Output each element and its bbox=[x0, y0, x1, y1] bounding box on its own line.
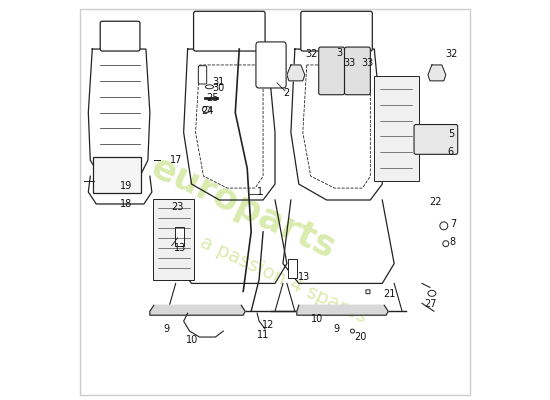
Ellipse shape bbox=[428, 290, 436, 296]
Text: 33: 33 bbox=[361, 58, 374, 68]
Ellipse shape bbox=[202, 106, 211, 112]
Text: 25: 25 bbox=[206, 93, 218, 103]
FancyBboxPatch shape bbox=[199, 66, 207, 84]
Text: 20: 20 bbox=[354, 332, 367, 342]
Polygon shape bbox=[428, 65, 446, 81]
FancyBboxPatch shape bbox=[366, 290, 370, 294]
FancyBboxPatch shape bbox=[175, 227, 184, 246]
FancyBboxPatch shape bbox=[194, 11, 265, 51]
FancyBboxPatch shape bbox=[94, 158, 141, 193]
Text: 10: 10 bbox=[186, 335, 198, 345]
Text: 12: 12 bbox=[262, 320, 274, 330]
Text: 8: 8 bbox=[450, 237, 456, 247]
Text: 24: 24 bbox=[201, 106, 214, 116]
Text: 27: 27 bbox=[425, 300, 437, 310]
Text: 32: 32 bbox=[446, 49, 458, 59]
Text: 18: 18 bbox=[120, 199, 133, 209]
FancyBboxPatch shape bbox=[288, 259, 297, 278]
Text: 9: 9 bbox=[333, 324, 339, 334]
Text: 21: 21 bbox=[383, 289, 395, 299]
Text: 23: 23 bbox=[171, 202, 183, 212]
FancyBboxPatch shape bbox=[373, 76, 419, 181]
FancyBboxPatch shape bbox=[344, 47, 370, 95]
FancyBboxPatch shape bbox=[301, 11, 372, 51]
Text: 7: 7 bbox=[450, 219, 456, 229]
Ellipse shape bbox=[206, 85, 213, 89]
Text: 9: 9 bbox=[164, 324, 170, 334]
Text: 2: 2 bbox=[283, 88, 289, 98]
FancyBboxPatch shape bbox=[256, 42, 286, 88]
Text: a passion 4 spares: a passion 4 spares bbox=[197, 232, 369, 326]
Text: 6: 6 bbox=[448, 147, 454, 157]
Text: 31: 31 bbox=[212, 77, 224, 87]
Text: 30: 30 bbox=[212, 82, 224, 92]
Text: 19: 19 bbox=[120, 181, 133, 191]
Text: 22: 22 bbox=[429, 197, 442, 207]
Text: 11: 11 bbox=[257, 330, 270, 340]
FancyBboxPatch shape bbox=[153, 199, 194, 280]
Text: 5: 5 bbox=[448, 130, 454, 140]
Ellipse shape bbox=[350, 329, 354, 333]
Polygon shape bbox=[150, 305, 245, 315]
Ellipse shape bbox=[440, 222, 448, 230]
Text: 13: 13 bbox=[174, 243, 186, 253]
FancyBboxPatch shape bbox=[318, 47, 344, 95]
FancyBboxPatch shape bbox=[414, 124, 458, 154]
Text: 10: 10 bbox=[311, 314, 323, 324]
Text: 13: 13 bbox=[298, 272, 310, 282]
Polygon shape bbox=[297, 305, 388, 315]
Text: 17: 17 bbox=[170, 155, 182, 165]
Text: 33: 33 bbox=[343, 58, 355, 68]
Ellipse shape bbox=[443, 241, 449, 247]
Text: 1: 1 bbox=[257, 187, 263, 197]
Polygon shape bbox=[287, 65, 305, 81]
Text: 32: 32 bbox=[305, 49, 317, 59]
Text: europarts: europarts bbox=[145, 150, 341, 266]
Text: 3: 3 bbox=[337, 48, 343, 58]
FancyBboxPatch shape bbox=[100, 21, 140, 51]
